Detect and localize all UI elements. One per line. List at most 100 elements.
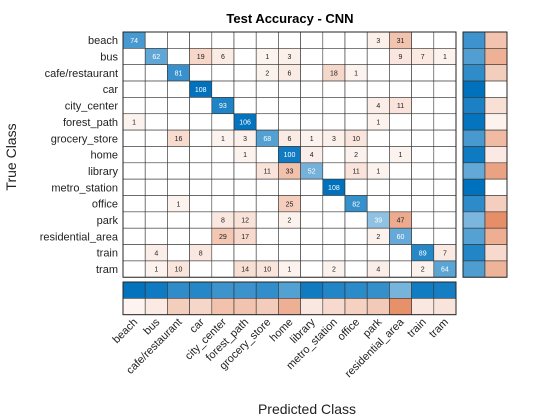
matrix-cell — [411, 64, 435, 82]
matrix-cell — [300, 178, 324, 196]
cell-value: 11 — [352, 169, 359, 176]
matrix-cell — [122, 211, 146, 229]
row-recall-cell — [462, 195, 486, 213]
matrix-cell — [211, 195, 235, 213]
matrix-frame — [122, 31, 457, 278]
matrix-cell — [144, 162, 168, 180]
matrix-cell — [233, 80, 257, 98]
cell-value: 12 — [241, 218, 249, 225]
matrix-cell — [366, 195, 390, 213]
cell-value: 10 — [352, 136, 360, 143]
matrix-cell — [255, 244, 279, 262]
cell-value: 1 — [177, 201, 181, 208]
matrix-cell — [122, 195, 146, 213]
matrix-cell — [233, 48, 257, 65]
column-precision-cell — [233, 281, 257, 299]
matrix-cell — [122, 64, 146, 82]
matrix-cell — [189, 64, 213, 82]
cell-value: 64 — [441, 267, 449, 274]
y-tick-label: beach — [88, 35, 118, 47]
matrix-cell — [167, 227, 190, 245]
column-error-cell — [411, 298, 435, 316]
cell-value: 4 — [376, 267, 380, 274]
row-error-cell — [484, 64, 508, 82]
matrix-cell — [322, 113, 346, 131]
matrix-cell — [344, 31, 368, 49]
cell-value: 7 — [443, 250, 447, 257]
matrix-cell — [189, 97, 213, 115]
row-summary-frame — [462, 31, 508, 278]
cell-value: 1 — [443, 54, 447, 61]
matrix-cell — [411, 80, 435, 98]
cell-value: 9 — [399, 54, 403, 61]
matrix-cell — [411, 178, 435, 196]
column-precision-cell — [433, 281, 457, 299]
cell-value: 74 — [130, 38, 138, 45]
column-precision-cell — [144, 281, 168, 299]
column-precision-cell — [411, 281, 435, 299]
matrix-cell — [389, 178, 412, 196]
row-error-cell — [484, 260, 508, 278]
y-tick-label: metro_station — [51, 182, 118, 194]
column-summary — [122, 281, 457, 316]
matrix-cell — [255, 113, 279, 131]
cell-value: 19 — [197, 54, 205, 61]
cell-value: 17 — [241, 234, 249, 241]
matrix-cell — [122, 80, 146, 98]
y-tick-label: cafe/restaurant — [45, 68, 118, 80]
matrix-cell — [366, 129, 390, 147]
matrix-cell — [389, 260, 412, 278]
cell-value: 7 — [421, 54, 425, 61]
cell-value: 29 — [219, 234, 227, 241]
column-error-cell — [144, 298, 168, 316]
row-recall-cell — [462, 31, 486, 49]
cell-value: 6 — [288, 70, 292, 77]
matrix-cell — [255, 97, 279, 115]
matrix-cell — [189, 146, 213, 164]
matrix-cell — [278, 80, 301, 98]
column-precision-cell — [122, 281, 146, 299]
x-tick-label: train — [405, 316, 429, 340]
cell-value: 2 — [376, 234, 380, 241]
column-error-cell — [433, 298, 457, 316]
cell-value: 2 — [421, 267, 425, 274]
matrix-cell — [189, 211, 213, 229]
matrix-cell — [189, 227, 213, 245]
matrix-cell — [233, 97, 257, 115]
matrix-cell — [300, 31, 324, 49]
y-tick-label: forest_path — [63, 117, 118, 129]
cell-value: 18 — [330, 70, 338, 77]
y-axis-label: True Class — [3, 123, 19, 190]
row-recall-cell — [462, 227, 486, 245]
matrix-cell — [122, 227, 146, 245]
matrix-cell — [255, 31, 279, 49]
matrix-cell — [122, 97, 146, 115]
matrix-cell — [144, 80, 168, 98]
row-recall-cell — [462, 113, 486, 131]
matrix-cell — [189, 178, 213, 196]
matrix-cell — [344, 48, 368, 65]
column-error-cell — [322, 298, 346, 316]
matrix-cell — [233, 31, 257, 49]
matrix-cell — [278, 31, 301, 49]
matrix-cell — [144, 227, 168, 245]
matrix-cell — [411, 129, 435, 147]
matrix-cell — [411, 162, 435, 180]
matrix-cell — [433, 227, 457, 245]
matrix-cell — [211, 178, 235, 196]
column-error-cell — [167, 298, 190, 316]
cell-value: 68 — [263, 136, 271, 143]
row-recall-cell — [462, 146, 486, 164]
row-error-cell — [484, 113, 508, 131]
column-error-cell — [344, 298, 368, 316]
y-tick-label: bus — [100, 52, 118, 64]
cell-value: 16 — [175, 136, 183, 143]
matrix-cell — [433, 31, 457, 49]
row-error-cell — [484, 31, 508, 49]
matrix-cell — [167, 113, 190, 131]
cell-value: 3 — [243, 136, 247, 143]
column-precision-cell — [322, 281, 346, 299]
matrix-cell — [366, 64, 390, 82]
